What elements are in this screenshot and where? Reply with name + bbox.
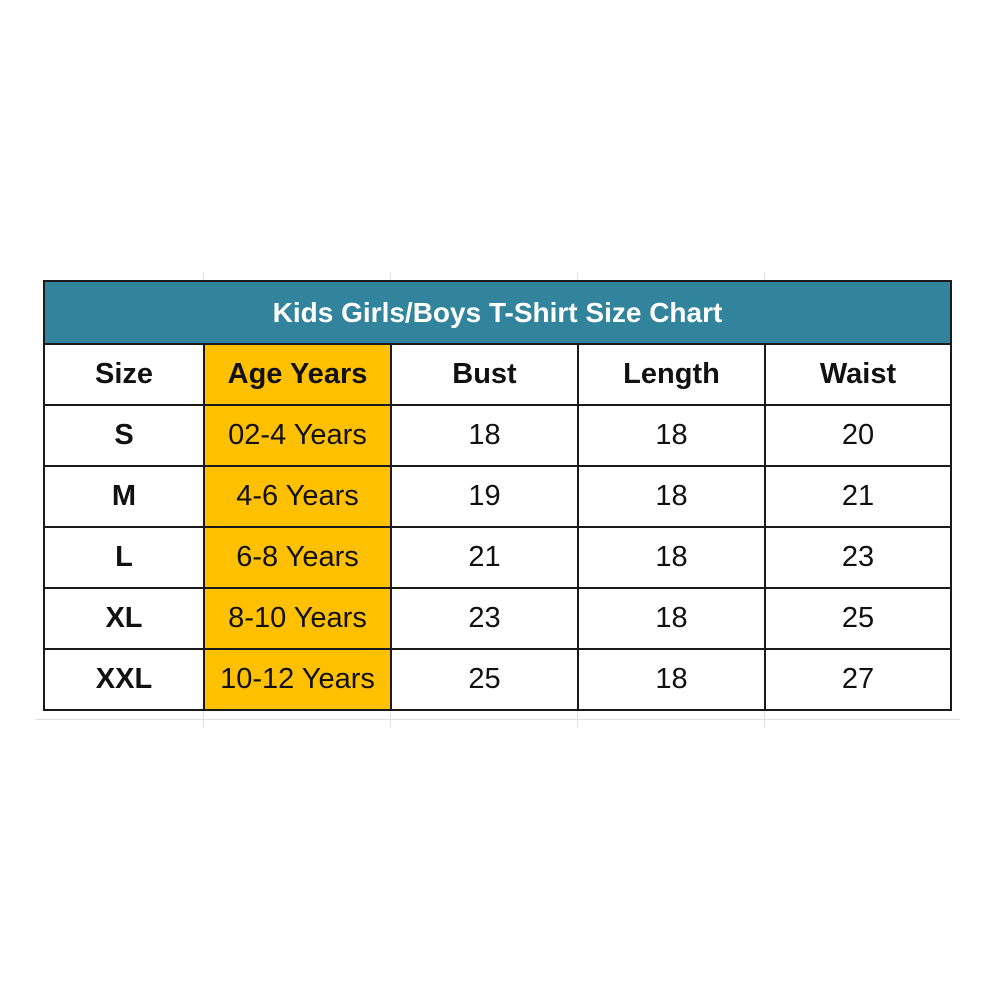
cell-length: 18	[577, 587, 766, 650]
cell-size: S	[43, 404, 205, 467]
cell-bust: 25	[390, 648, 579, 711]
cell-waist: 27	[763, 648, 953, 711]
cell-waist: 20	[763, 404, 953, 467]
cell-age: 8-10 Years	[203, 587, 392, 650]
cell-length: 18	[577, 526, 766, 589]
table-row: M 4-6 Years 19 18 21	[43, 465, 953, 528]
cell-age: 4-6 Years	[203, 465, 392, 528]
header-waist: Waist	[763, 343, 953, 406]
cell-age: 10-12 Years	[203, 648, 392, 711]
gridline	[35, 719, 960, 720]
table-row: S 02-4 Years 18 18 20	[43, 404, 953, 467]
cell-waist: 21	[763, 465, 953, 528]
table-row: XXL 10-12 Years 25 18 27	[43, 648, 953, 711]
cell-size: L	[43, 526, 205, 589]
table-row: XL 8-10 Years 23 18 25	[43, 587, 953, 650]
cell-length: 18	[577, 465, 766, 528]
table-row: L 6-8 Years 21 18 23	[43, 526, 953, 589]
header-length: Length	[577, 343, 766, 406]
cell-size: XL	[43, 587, 205, 650]
cell-age: 02-4 Years	[203, 404, 392, 467]
cell-bust: 19	[390, 465, 579, 528]
header-row: Size Age Years Bust Length Waist	[43, 343, 953, 406]
cell-length: 18	[577, 404, 766, 467]
cell-size: M	[43, 465, 205, 528]
cell-bust: 23	[390, 587, 579, 650]
chart-title: Kids Girls/Boys T-Shirt Size Chart	[42, 280, 953, 345]
size-chart-table: Kids Girls/Boys T-Shirt Size Chart Size …	[42, 280, 953, 711]
cell-bust: 18	[390, 404, 579, 467]
cell-waist: 25	[763, 587, 953, 650]
cell-age: 6-8 Years	[203, 526, 392, 589]
header-age: Age Years	[203, 343, 392, 406]
cell-waist: 23	[763, 526, 953, 589]
cell-length: 18	[577, 648, 766, 711]
header-bust: Bust	[390, 343, 579, 406]
header-size: Size	[43, 343, 205, 406]
cell-size: XXL	[43, 648, 205, 711]
cell-bust: 21	[390, 526, 579, 589]
